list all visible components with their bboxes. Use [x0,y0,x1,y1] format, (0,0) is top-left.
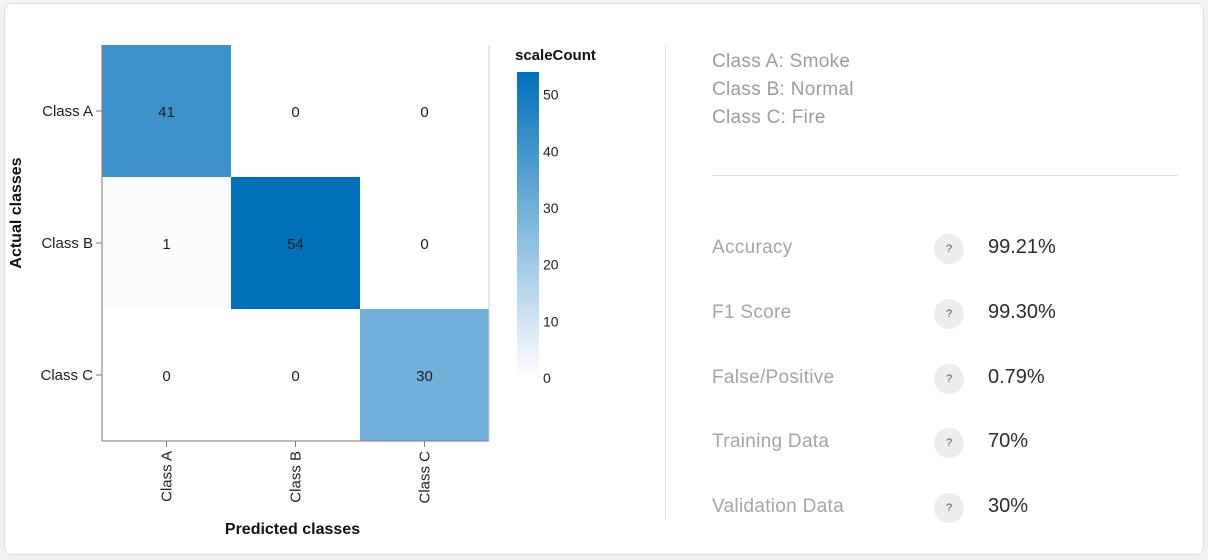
metric-label: Training Data [712,431,830,452]
class-legend-item-a: Class A: Smoke [712,51,851,72]
heatmap-cell [102,177,231,309]
heatmap-cell [231,45,360,177]
class-legend-item-b: Class B: Normal [712,79,854,100]
metric-label: F1 Score [712,302,792,323]
cell-value-label: 0 [420,236,428,253]
cell-value-label: 54 [287,236,304,253]
colorbar-tick-label: 30 [543,200,559,216]
class-legend: Class A: Smoke Class B: Normal Class C: … [712,48,854,132]
model-results-card: 41 0 0 1 54 0 0 0 30 Class A Class B Class C Class A… [4,3,1204,555]
help-icon[interactable]: ? [934,364,964,394]
heatmap-cell [102,45,231,177]
metric-training-data: Training Data ? 70% [712,427,1182,459]
heatmap-cell [102,309,231,441]
y-axis-title: Actual classes [8,157,25,268]
metric-value: 30% [988,495,1029,517]
help-icon[interactable]: ? [934,234,964,264]
metric-label: False/Positive [712,367,835,388]
colorbar-tick-label: 20 [543,257,559,273]
metric-accuracy: Accuracy ? 99.21% [712,233,1182,265]
heatmap-cell [231,177,360,309]
metric-value: 99.21% [988,236,1056,258]
horizontal-divider [712,175,1178,176]
help-icon[interactable]: ? [934,299,964,329]
y-tick-label: Class C [40,367,93,384]
cell-value-label: 0 [291,368,299,385]
cell-value-label: 30 [416,368,433,385]
confusion-matrix-svg: 41 0 0 1 54 0 0 0 30 Class A Class B Class C Class A… [8,45,596,538]
cell-value-label: 1 [162,236,170,253]
colorbar-tick-label: 0 [543,370,551,386]
help-icon[interactable]: ? [934,428,964,458]
cell-value-label: 0 [420,104,428,121]
metric-label: Validation Data [712,496,844,517]
x-tick-label: Class B [288,451,305,503]
cell-value-label: 41 [158,104,175,121]
cell-value-label: 0 [162,368,170,385]
metric-validation-data: Validation Data ? 30% [712,492,1182,524]
metric-false-positive: False/Positive ? 0.79% [712,363,1182,395]
y-tick-label: Class A [42,103,93,120]
heatmap-cell [360,177,489,309]
y-tick-label: Class B [41,235,93,252]
x-tick-label: Class A [159,451,176,502]
colorbar-tick-label: 10 [543,313,559,329]
heatmap-cell [360,45,489,177]
colorbar-gradient [517,72,539,378]
x-tick-label: Class C [417,451,434,504]
metric-value: 0.79% [988,366,1045,388]
x-axis-title: Predicted classes [225,521,360,538]
metric-value: 70% [988,430,1029,452]
vertical-divider [665,44,666,520]
colorbar-title: scaleCount [515,47,596,64]
confusion-matrix-chart: 41 0 0 1 54 0 0 0 30 Class A Class B Class C Class A… [5,4,665,556]
cell-value-label: 0 [291,104,299,121]
metric-f1-score: F1 Score ? 99.30% [712,298,1182,330]
class-legend-item-c: Class C: Fire [712,107,826,128]
metric-label: Accuracy [712,237,793,258]
help-icon[interactable]: ? [934,493,964,523]
metric-value: 99.30% [988,301,1056,323]
heatmap-cell [231,309,360,441]
colorbar-tick-label: 40 [543,143,559,159]
colorbar-tick-label: 50 [543,87,559,103]
heatmap-cell [360,309,489,441]
